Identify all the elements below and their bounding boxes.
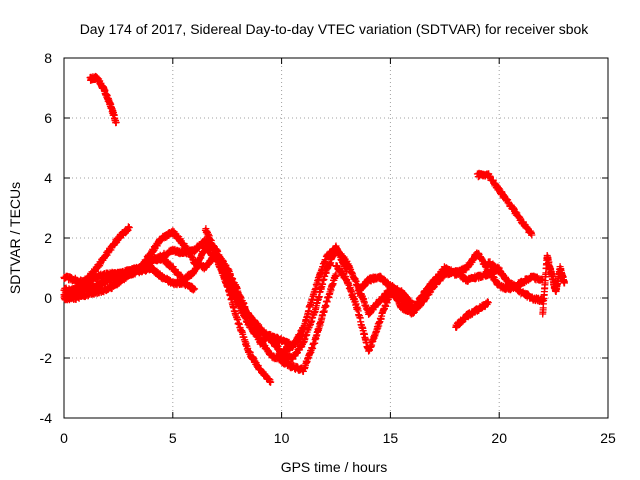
series-arc-6 xyxy=(136,263,199,294)
y-tick-label: 6 xyxy=(44,110,52,126)
data-point xyxy=(191,285,199,293)
y-axis-label: SDTVAR / TECUs xyxy=(7,182,23,294)
grid-lines xyxy=(64,58,608,418)
data-point xyxy=(125,224,133,231)
series-arc-14 xyxy=(539,252,568,318)
x-tick-label: 5 xyxy=(169,430,177,446)
y-tick-label: 2 xyxy=(44,230,52,246)
x-tick-label: 25 xyxy=(600,430,616,446)
axis-ticks xyxy=(63,57,609,419)
y-tick-label: 4 xyxy=(44,170,52,186)
x-tick-label: 15 xyxy=(383,430,399,446)
y-tick-label: -4 xyxy=(40,410,53,426)
x-tick-label: 0 xyxy=(60,430,68,446)
series-arc-1 xyxy=(86,72,120,127)
series-arc-12 xyxy=(473,169,536,239)
chart-title: Day 174 of 2017, Sidereal Day-to-day VTE… xyxy=(80,21,590,37)
data-points xyxy=(60,72,568,386)
y-tick-label: 8 xyxy=(44,50,52,66)
x-tick-label: 10 xyxy=(274,430,290,446)
y-tick-label: -2 xyxy=(40,350,53,366)
tick-labels: 0 5 10 15 20 25 -4 -2 0 2 4 6 8 xyxy=(40,50,616,446)
data-point xyxy=(267,378,275,386)
y-tick-label: 0 xyxy=(44,290,52,306)
series-arc-5 xyxy=(60,223,133,299)
series-arc-11 xyxy=(452,298,492,331)
data-point xyxy=(112,119,120,126)
data-point xyxy=(332,270,340,278)
x-axis-label: GPS time / hours xyxy=(281,459,388,475)
series-arc-7 xyxy=(201,225,275,386)
x-tick-label: 20 xyxy=(491,430,507,446)
